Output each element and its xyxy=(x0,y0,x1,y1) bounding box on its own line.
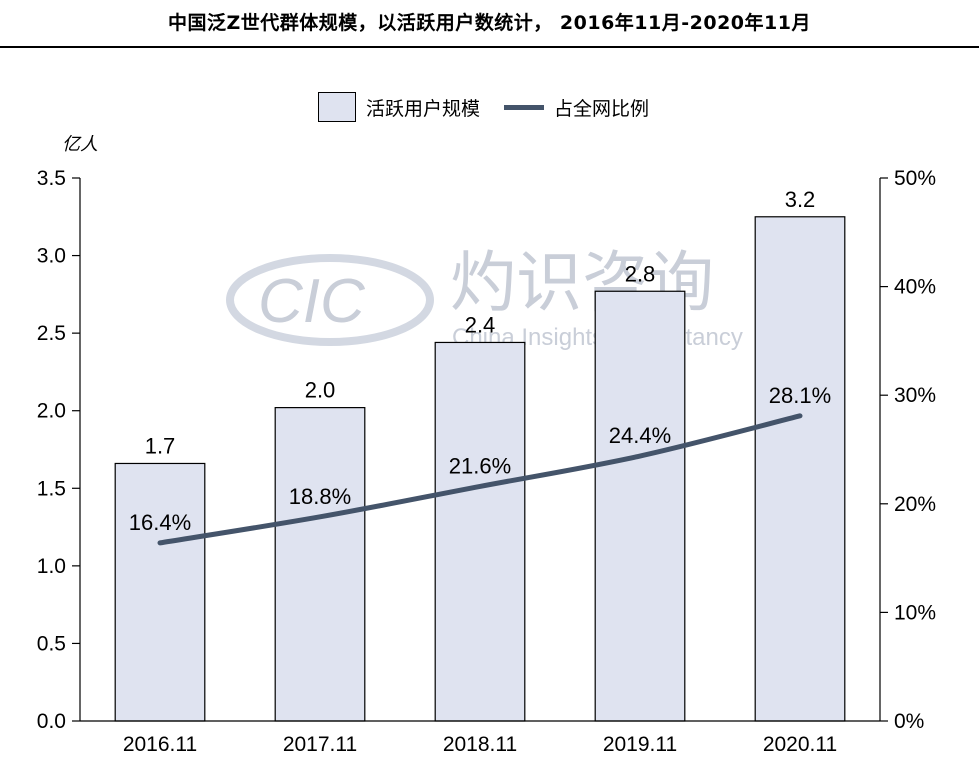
line-value-label: 28.1% xyxy=(769,383,831,408)
bar-value-label: 3.2 xyxy=(785,187,816,212)
x-tick-label: 2018.11 xyxy=(443,733,517,756)
bar-value-label: 2.8 xyxy=(625,261,656,286)
y-left-tick-label: 2.0 xyxy=(37,400,66,423)
bar-2020.11 xyxy=(754,216,846,722)
title-divider xyxy=(0,46,979,48)
legend-line-label: 占全网比例 xyxy=(554,97,650,120)
y-right-tick-label: 20% xyxy=(894,493,936,516)
bar-value-label: 1.7 xyxy=(145,433,176,458)
x-tick-label: 2020.11 xyxy=(763,733,837,756)
chart-title: 中国泛Z世代群体规模，以活跃用户数统计， 2016年11月-2020年11月 xyxy=(168,12,811,34)
legend-bar-label: 活跃用户规模 xyxy=(366,97,481,120)
watermark: CIC 灼识咨询 China Insights Consultancy xyxy=(226,245,743,351)
y-left-tick-label: 2.5 xyxy=(37,322,66,345)
bar-2019.11 xyxy=(594,290,686,722)
line-value-label: 18.8% xyxy=(289,484,351,509)
legend-line-swatch xyxy=(504,104,545,110)
chart-legend: 活跃用户规模 占全网比例 xyxy=(318,92,649,122)
labels-layer: 1.7 2.0 2.4 2.8 3.2 16.4% 18.8% 21.6% 24.4% 28.1% xyxy=(129,187,831,535)
bar-2018.11 xyxy=(434,341,526,722)
y-right-tick-label: 0% xyxy=(894,710,924,733)
y-left-tick-label: 1.5 xyxy=(37,477,66,500)
y-axis-unit-label: 亿人 xyxy=(62,134,98,155)
line-layer xyxy=(157,413,803,546)
y-left-tick-label: 3.0 xyxy=(37,245,66,268)
line-value-label: 21.6% xyxy=(449,453,511,478)
line-value-label: 16.4% xyxy=(129,510,191,535)
y-left-tick-label: 3.5 xyxy=(37,167,66,190)
watermark-logo: CIC xyxy=(258,267,366,336)
y-left-tick-label: 0.5 xyxy=(37,632,66,655)
x-tick-label: 2017.11 xyxy=(283,733,357,756)
x-tick-label: 2019.11 xyxy=(603,733,677,756)
bar-value-label: 2.4 xyxy=(465,312,496,337)
x-tick-label: 2016.11 xyxy=(123,733,197,756)
y-left-tick-label: 0.0 xyxy=(37,710,66,733)
bars-layer xyxy=(114,216,846,722)
bar-value-label: 2.0 xyxy=(305,378,336,403)
line-value-label: 24.4% xyxy=(609,423,671,448)
watermark-ring xyxy=(226,254,434,346)
bar-2017.11 xyxy=(274,407,366,722)
y-right-tick-label: 50% xyxy=(894,167,936,190)
legend-bar-swatch xyxy=(318,92,356,122)
bar-2016.11 xyxy=(114,462,206,722)
y-left-tick-label: 1.0 xyxy=(37,555,66,578)
y-right-tick-label: 30% xyxy=(894,384,936,407)
axes-layer: 0.0 0.5 1.0 1.5 2.0 2.5 3.0 3.5 0% 10% 20% 30% 40% 50… xyxy=(37,167,936,756)
y-right-tick-label: 40% xyxy=(894,276,936,299)
y-right-tick-label: 10% xyxy=(894,601,936,624)
